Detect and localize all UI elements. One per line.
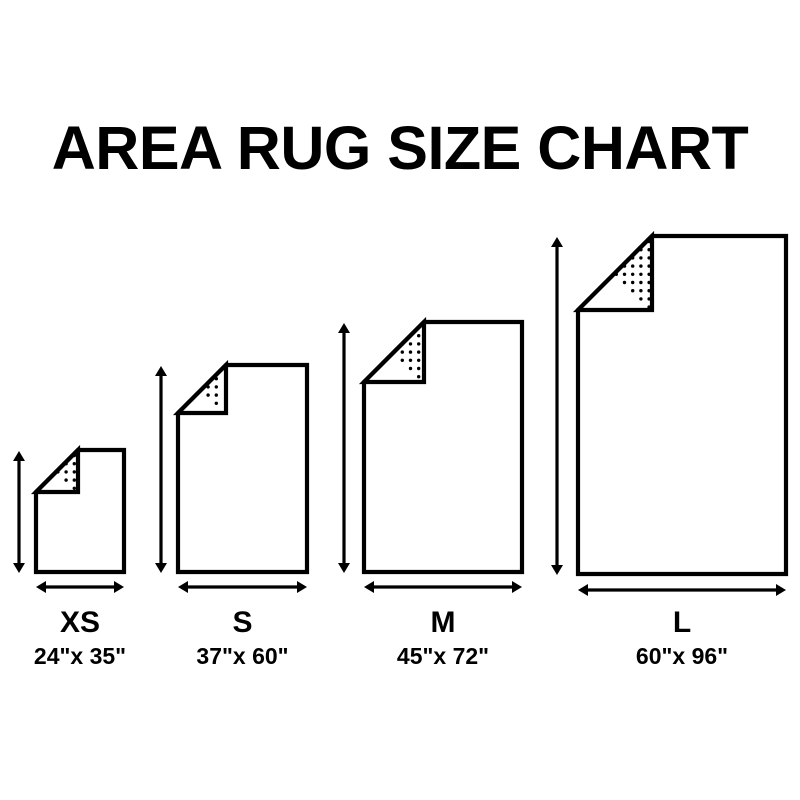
rug-shape-s <box>155 359 310 593</box>
size-dimensions-label-s: 37"x 60" <box>196 643 289 669</box>
height-dimension-arrow <box>338 323 350 573</box>
width-dimension-arrow <box>178 581 307 593</box>
size-dimensions-label-l: 60"x 96" <box>635 643 729 669</box>
width-dimension-arrow <box>36 581 124 593</box>
height-dimension-arrow <box>13 451 25 573</box>
size-code-label-l: L <box>672 606 692 639</box>
rug-size-s[interactable] <box>121 325 347 627</box>
rug-shape-xs <box>13 444 127 593</box>
rug-size-l[interactable] <box>517 196 800 630</box>
folded-corner-icon <box>172 359 229 416</box>
height-dimension-arrow <box>551 237 563 575</box>
rug-size-m[interactable] <box>304 282 562 627</box>
size-code-label-xs: XS <box>59 606 101 639</box>
page-title: AREA RUG SIZE CHART <box>51 114 749 182</box>
size-code-label-m: M <box>430 606 456 639</box>
rug-shape-m <box>338 316 525 593</box>
height-dimension-arrow <box>155 366 167 573</box>
rug-shape-l <box>551 230 789 596</box>
width-dimension-arrow <box>364 581 522 593</box>
size-dimensions-label-m: 45"x 72" <box>396 643 490 669</box>
rug-size-xs[interactable] <box>0 410 164 627</box>
size-code-label-s: S <box>232 606 253 639</box>
width-dimension-arrow <box>578 584 786 596</box>
size-dimensions-label-xs: 24"x 35" <box>33 643 127 669</box>
